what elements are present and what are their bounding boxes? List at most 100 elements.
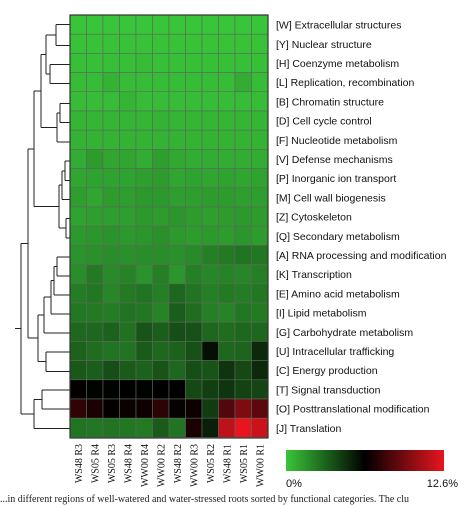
heatmap-cell	[119, 129, 137, 150]
heatmap-cell	[185, 110, 203, 131]
heatmap-cell	[135, 341, 153, 361]
heatmap-cell	[251, 360, 269, 381]
row-label: [Q] Secondary metabolism	[276, 231, 400, 243]
heatmap-cell	[119, 91, 137, 112]
heatmap-cell	[119, 187, 137, 208]
heatmap-cell	[218, 53, 236, 73]
heatmap-cell	[69, 149, 87, 169]
heatmap-cell	[251, 225, 269, 246]
row-label: [E] Amino acid metabolism	[276, 288, 400, 300]
row-label: [B] Chromatin structure	[276, 96, 384, 108]
legend-max-label: 12.6%	[427, 478, 458, 490]
heatmap-cell	[69, 33, 87, 54]
heatmap-cell	[69, 417, 87, 438]
heatmap-cell	[201, 72, 219, 93]
heatmap-cell	[152, 417, 170, 438]
heatmap-cell	[251, 245, 269, 265]
heatmap-cell	[218, 72, 236, 93]
heatmap-cell	[69, 129, 87, 150]
heatmap-cell	[86, 379, 104, 400]
heatmap-cell	[102, 110, 120, 131]
heatmap-cell	[218, 321, 236, 342]
heatmap-cell	[102, 91, 120, 112]
column-labels: WS48 R3 WS05 R4 WS05 R3 WS48 R4 WW00 R4 WW00 …	[74, 444, 267, 487]
heatmap-cell	[218, 110, 236, 131]
heatmap-cell	[168, 129, 186, 150]
heatmap-cell	[185, 398, 203, 419]
heatmap-cell	[102, 149, 120, 169]
heatmap-cell	[135, 379, 153, 400]
heatmap-cell	[102, 264, 120, 285]
heatmap-cell	[86, 283, 104, 304]
row-label: [Z] Cytoskeleton	[276, 212, 352, 224]
heatmap-cell	[218, 14, 236, 35]
heatmap-cell	[152, 110, 170, 131]
heatmap-cell	[135, 302, 153, 323]
heatmap-cell	[86, 53, 104, 73]
heatmap-cell	[135, 264, 153, 285]
heatmap-cell	[135, 398, 153, 419]
column-label: WW00 R4	[140, 444, 151, 487]
heatmap-cell	[102, 129, 120, 150]
heatmap-cell	[69, 264, 87, 285]
row-label: [I] Lipid metabolism	[276, 308, 367, 320]
heatmap-cell	[152, 168, 170, 189]
heatmap-cell	[69, 14, 87, 35]
heatmap-cell	[86, 187, 104, 208]
heatmap-cell	[234, 110, 252, 131]
heatmap-cell	[152, 283, 170, 304]
heatmap-cell	[86, 245, 104, 265]
heatmap-cell	[168, 283, 186, 304]
heatmap-cell	[102, 360, 120, 381]
heatmap-cell	[218, 91, 236, 112]
heatmap-cell	[152, 53, 170, 73]
heatmap-cell	[251, 72, 269, 93]
heatmap-cell	[185, 14, 203, 35]
heatmap-cell	[135, 206, 153, 227]
heatmap-cell	[185, 129, 203, 150]
heatmap-cell	[234, 360, 252, 381]
heatmap-cell	[218, 417, 236, 438]
heatmap-cell	[185, 72, 203, 93]
row-label: [L] Replication, recombination	[276, 77, 414, 89]
heatmap-cell	[218, 341, 236, 361]
heatmap-cell	[102, 398, 120, 419]
heatmap-cell	[102, 225, 120, 246]
heatmap-cell	[201, 264, 219, 285]
row-labels: [W] Extracellular structures [Y] Nuclear …	[276, 20, 447, 435]
heatmap-cell	[168, 53, 186, 73]
heatmap-cell	[251, 341, 269, 361]
heatmap-cell	[135, 33, 153, 54]
heatmap-cell	[102, 33, 120, 54]
heatmap-cell	[201, 14, 219, 35]
heatmap-cell	[119, 72, 137, 93]
heatmap-cell	[251, 321, 269, 342]
heatmap-cell	[251, 417, 269, 438]
heatmap-cell	[152, 72, 170, 93]
heatmap-cell	[251, 168, 269, 189]
column-label: WS05 R1	[239, 444, 250, 483]
heatmap-cell	[185, 283, 203, 304]
heatmap-cell	[234, 245, 252, 265]
heatmap-cell	[218, 283, 236, 304]
heatmap-cell	[135, 110, 153, 131]
heatmap-cell	[135, 129, 153, 150]
heatmap-cell	[201, 53, 219, 73]
heatmap-cell	[201, 302, 219, 323]
row-label: [F] Nucleotide metabolism	[276, 135, 398, 147]
heatmap-cell	[152, 398, 170, 419]
heatmap-cell	[218, 360, 236, 381]
heatmap-cell	[119, 33, 137, 54]
column-label: WW00 R1	[255, 444, 266, 487]
row-label: [G] Carbohydrate metabolism	[276, 327, 413, 339]
heatmap-cell	[185, 206, 203, 227]
heatmap-cell	[168, 91, 186, 112]
heatmap-cell	[152, 225, 170, 246]
heatmap-cell	[201, 187, 219, 208]
heatmap-cell	[218, 33, 236, 54]
heatmap-cell	[168, 341, 186, 361]
heatmap-cell	[251, 110, 269, 131]
column-label: WW00 R2	[156, 444, 167, 487]
heatmap-cell	[102, 53, 120, 73]
heatmap-cell	[201, 110, 219, 131]
